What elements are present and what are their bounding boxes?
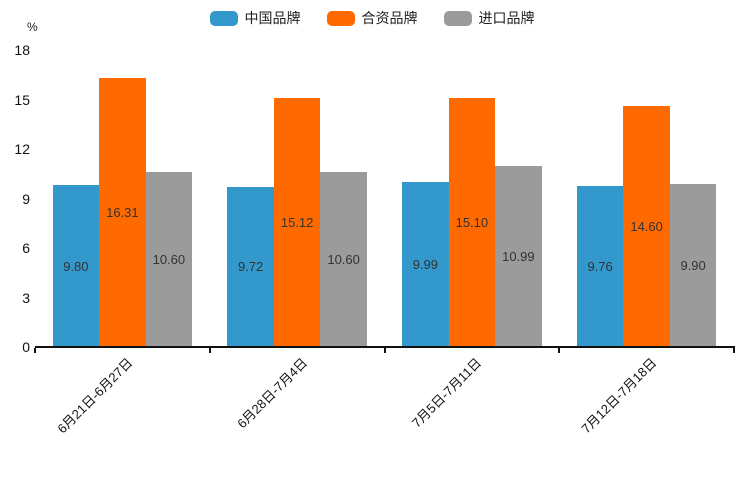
legend-swatch-icon <box>209 10 238 26</box>
bar-value-label: 10.60 <box>327 252 360 268</box>
bar-value-label: 9.72 <box>237 259 264 275</box>
bar[interactable]: 16.31 <box>99 77 146 347</box>
x-axis-line <box>35 346 735 348</box>
bar-value-label: 9.76 <box>587 258 613 274</box>
bar[interactable]: 10.60 <box>145 172 193 347</box>
bar-value-label: 10.60 <box>152 252 186 268</box>
bar-value-label: 10.99 <box>502 248 535 264</box>
bar[interactable]: 9.80 <box>52 185 100 347</box>
bar-value-label: 15.10 <box>455 214 489 230</box>
y-axis-tick-label: 15 <box>14 91 30 108</box>
y-axis-tick-label: 9 <box>22 190 30 207</box>
bar[interactable]: 10.99 <box>495 165 542 347</box>
bar[interactable]: 9.99 <box>402 182 449 347</box>
legend-item[interactable]: 进口品牌 <box>443 8 535 28</box>
bar[interactable]: 15.10 <box>448 97 496 347</box>
legend-label: 合资品牌 <box>361 10 418 26</box>
bar-value-label: 9.80 <box>63 258 89 274</box>
legend-item[interactable]: 中国品牌 <box>209 8 301 28</box>
bar[interactable]: 9.76 <box>576 185 624 347</box>
legend: 中国品牌 合资品牌 进口品牌 <box>0 8 744 28</box>
y-axis-tick-label: 0 <box>22 339 30 355</box>
y-axis-tick-label: 18 <box>14 42 30 58</box>
y-axis-unit-label: % <box>27 20 38 34</box>
bar[interactable]: 9.90 <box>669 183 717 347</box>
x-axis-label: 7月12日-7月18日 <box>578 355 660 437</box>
y-axis-tick-label: 6 <box>22 240 30 256</box>
x-axis-tick <box>733 348 735 353</box>
x-axis-tick <box>208 348 211 353</box>
bar[interactable]: 14.60 <box>623 106 670 347</box>
legend-swatch-icon <box>443 10 472 26</box>
legend-label: 进口品牌 <box>478 10 535 26</box>
x-axis-tick <box>558 348 561 353</box>
y-axis-tick-label: 12 <box>14 141 30 157</box>
bar-value-label: 9.99 <box>412 257 439 273</box>
x-axis-tick <box>383 348 386 353</box>
bar-value-label: 9.90 <box>680 257 706 273</box>
bar-value-label: 14.60 <box>630 219 663 235</box>
bar[interactable]: 9.72 <box>227 186 274 347</box>
legend-swatch-icon <box>326 10 355 26</box>
legend-item[interactable]: 合资品牌 <box>326 8 418 28</box>
legend-label: 中国品牌 <box>244 10 301 26</box>
bar-value-label: 15.12 <box>280 214 314 230</box>
x-axis-label: 6月21日-6月27日 <box>53 355 136 437</box>
x-axis-label: 6月28日-7月4日 <box>233 355 310 432</box>
bar[interactable]: 15.12 <box>273 97 321 347</box>
bar[interactable]: 10.60 <box>320 172 367 347</box>
x-axis-label: 7月5日-7月11日 <box>409 355 485 431</box>
x-axis-tick <box>34 348 36 353</box>
bar-value-label: 16.31 <box>106 204 139 220</box>
y-axis-tick-label: 3 <box>22 289 30 306</box>
